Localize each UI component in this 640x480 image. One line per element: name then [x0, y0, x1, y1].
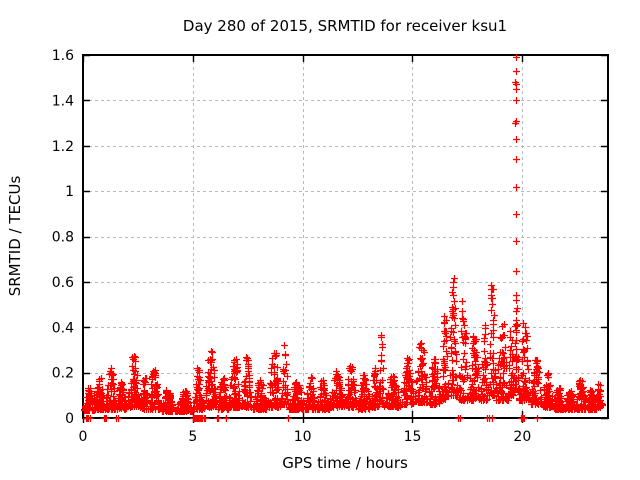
- y-tick-label: 0: [65, 411, 74, 427]
- chart-title: Day 280 of 2015, SRMTID for receiver ksu…: [183, 17, 507, 35]
- x-axis-label: GPS time / hours: [282, 454, 408, 472]
- y-axis-label: SRMTID / TECUs: [6, 176, 24, 297]
- x-tick-label: 10: [294, 429, 312, 445]
- x-tick-label: 20: [513, 429, 531, 445]
- plot-border: [82, 54, 609, 419]
- y-tick-label: 1.6: [52, 48, 74, 64]
- y-tick-label: 1: [65, 184, 74, 200]
- y-tick-label: 1.4: [52, 93, 74, 109]
- plot-area: 0 0.2 0.4 0.6 0.8 1 1.2 1.4 1.6 0 5 10 15 20: [52, 48, 609, 445]
- y-tick-label: 0.2: [52, 366, 74, 382]
- y-tick-label: 1.2: [52, 139, 74, 155]
- x-tick-label: 0: [79, 429, 88, 445]
- gridlines: [83, 55, 608, 418]
- tick-marks: [82, 54, 608, 423]
- y-tick-label: 0.8: [52, 230, 74, 246]
- scatter-points: [81, 54, 606, 422]
- y-tick-label: 0.6: [52, 275, 74, 291]
- x-tick-label: 15: [404, 429, 422, 445]
- x-tick-label: 5: [188, 429, 197, 445]
- y-tick-label: 0.4: [52, 320, 74, 336]
